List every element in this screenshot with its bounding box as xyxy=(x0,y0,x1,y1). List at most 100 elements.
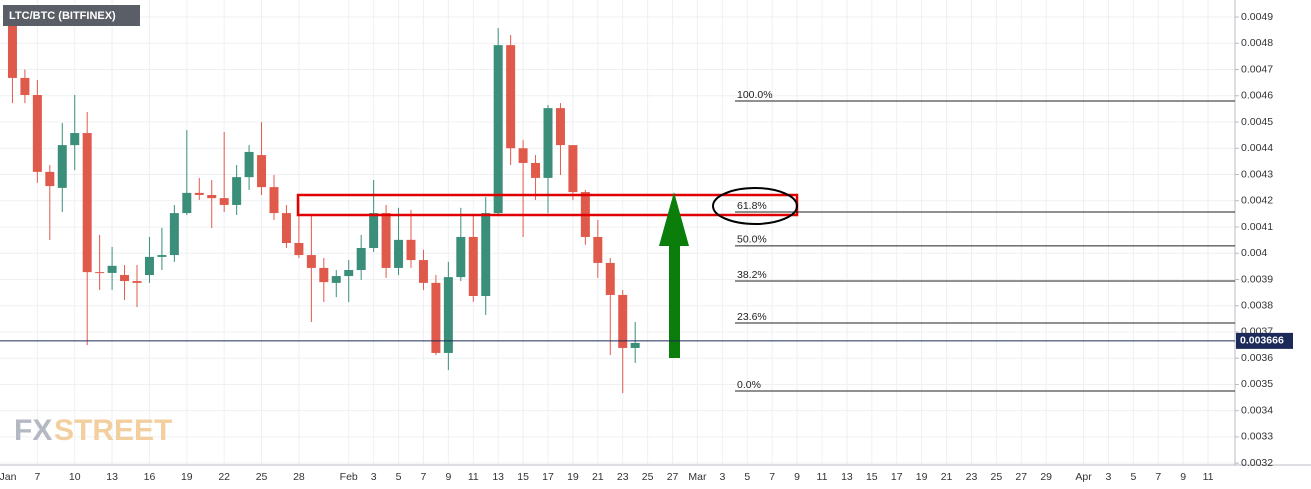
x-tick-label: 23 xyxy=(617,471,629,483)
x-tick-label: 29 xyxy=(1040,471,1052,483)
candle-body xyxy=(369,213,379,248)
candle-body xyxy=(468,236,478,297)
x-tick-label: 28 xyxy=(293,471,305,483)
candle-body xyxy=(406,239,416,261)
x-tick-label: Feb xyxy=(340,471,358,483)
title-box xyxy=(3,5,140,26)
y-tick-label: 0.0042 xyxy=(1241,195,1273,207)
candle-body xyxy=(157,255,167,257)
candle-body xyxy=(20,77,30,95)
x-tick-label: 13 xyxy=(841,471,853,483)
candle-body xyxy=(518,148,528,163)
fib-label: 38.2% xyxy=(737,269,767,281)
y-tick-label: 0.0034 xyxy=(1241,404,1273,416)
candle-body xyxy=(219,198,229,205)
candle-body xyxy=(269,187,279,214)
fib-label: 100.0% xyxy=(737,89,773,101)
candle-body xyxy=(418,260,428,283)
candle-body xyxy=(257,155,267,188)
candle-body xyxy=(531,162,541,178)
candle-body xyxy=(207,194,217,199)
candle-body xyxy=(630,342,640,348)
candle-body xyxy=(32,94,42,172)
candle-body xyxy=(568,145,578,193)
y-tick-label: 0.0038 xyxy=(1241,299,1273,311)
candle-body xyxy=(244,151,254,178)
x-tick-label: 11 xyxy=(1203,471,1214,483)
candle-body xyxy=(605,262,615,295)
x-tick-label: 5 xyxy=(396,471,402,483)
x-tick-label: 7 xyxy=(769,471,775,483)
y-tick-label: 0.0033 xyxy=(1241,431,1273,443)
candle-body xyxy=(306,255,316,268)
candle-body xyxy=(356,247,366,271)
x-tick-label: 9 xyxy=(794,471,800,483)
candle-body xyxy=(344,270,354,277)
x-tick-label: 7 xyxy=(1155,471,1161,483)
x-tick-label: 5 xyxy=(1130,471,1136,483)
x-tick-label: 7 xyxy=(34,471,40,483)
candle-body xyxy=(493,45,503,214)
candle-body xyxy=(618,294,628,348)
x-tick-label: 5 xyxy=(744,471,750,483)
candle-body xyxy=(232,177,242,205)
x-tick-label: 19 xyxy=(916,471,928,483)
y-tick-label: 0.0036 xyxy=(1241,352,1273,364)
y-tick-label: 0.0048 xyxy=(1241,37,1273,49)
x-tick-label: 17 xyxy=(891,471,903,483)
candle-body xyxy=(481,213,491,297)
x-tick-label: 3 xyxy=(719,471,725,483)
candle-body xyxy=(431,282,441,353)
y-tick-label: 0.0046 xyxy=(1241,90,1273,102)
candle-body xyxy=(169,213,179,256)
x-tick-label: 9 xyxy=(1180,471,1186,483)
x-tick-label: 22 xyxy=(218,471,230,483)
chart-title: LTC/BTC (BITFINEX) xyxy=(9,10,116,22)
x-tick-label: 9 xyxy=(445,471,451,483)
x-tick-label: Apr xyxy=(1075,471,1092,483)
x-tick-label: 25 xyxy=(991,471,1003,483)
x-tick-label: 13 xyxy=(492,471,504,483)
arrow-shaft xyxy=(669,244,680,358)
y-tick-label: 0.0047 xyxy=(1241,63,1273,75)
x-tick-label: 17 xyxy=(542,471,554,483)
candle-body xyxy=(45,171,55,187)
y-tick-label: 0.0035 xyxy=(1241,378,1273,390)
x-tick-label: 23 xyxy=(966,471,978,483)
candle-body xyxy=(506,45,516,149)
candle-body xyxy=(194,192,204,195)
x-tick-label: 10 xyxy=(69,471,81,483)
x-tick-label: 3 xyxy=(1106,471,1112,483)
x-tick-label: 11 xyxy=(468,471,479,483)
candle-body xyxy=(443,277,453,353)
candle-body xyxy=(381,213,391,268)
y-tick-label: 0.0045 xyxy=(1241,116,1273,128)
candle-body xyxy=(95,272,105,274)
x-tick-label: 13 xyxy=(106,471,118,483)
x-tick-label: 21 xyxy=(941,471,953,483)
x-tick-label: 25 xyxy=(642,471,654,483)
x-tick-label: 11 xyxy=(817,471,828,483)
candle-body xyxy=(107,265,117,273)
x-tick-label: 27 xyxy=(1015,471,1027,483)
candle-body xyxy=(456,236,466,278)
x-tick-label: 19 xyxy=(181,471,193,483)
last-price-label: 0.003666 xyxy=(1240,335,1284,347)
x-tick-label: 27 xyxy=(667,471,679,483)
candle-body xyxy=(281,213,291,243)
candle-body xyxy=(294,242,304,256)
watermark: FX xyxy=(14,414,52,447)
candle-body xyxy=(555,108,565,146)
x-tick-label: 19 xyxy=(567,471,579,483)
y-tick-label: 0.0044 xyxy=(1241,142,1273,154)
watermark: STREET xyxy=(54,414,172,447)
x-tick-label: 25 xyxy=(256,471,268,483)
last-price-box xyxy=(1236,332,1293,349)
x-tick-label: 3 xyxy=(371,471,377,483)
candle-body xyxy=(394,239,404,268)
candle-body xyxy=(593,236,603,263)
candle-body xyxy=(144,256,154,276)
x-tick-label: 15 xyxy=(866,471,878,483)
fib-label: 50.0% xyxy=(737,234,767,246)
y-tick-label: 0.0039 xyxy=(1241,273,1273,285)
